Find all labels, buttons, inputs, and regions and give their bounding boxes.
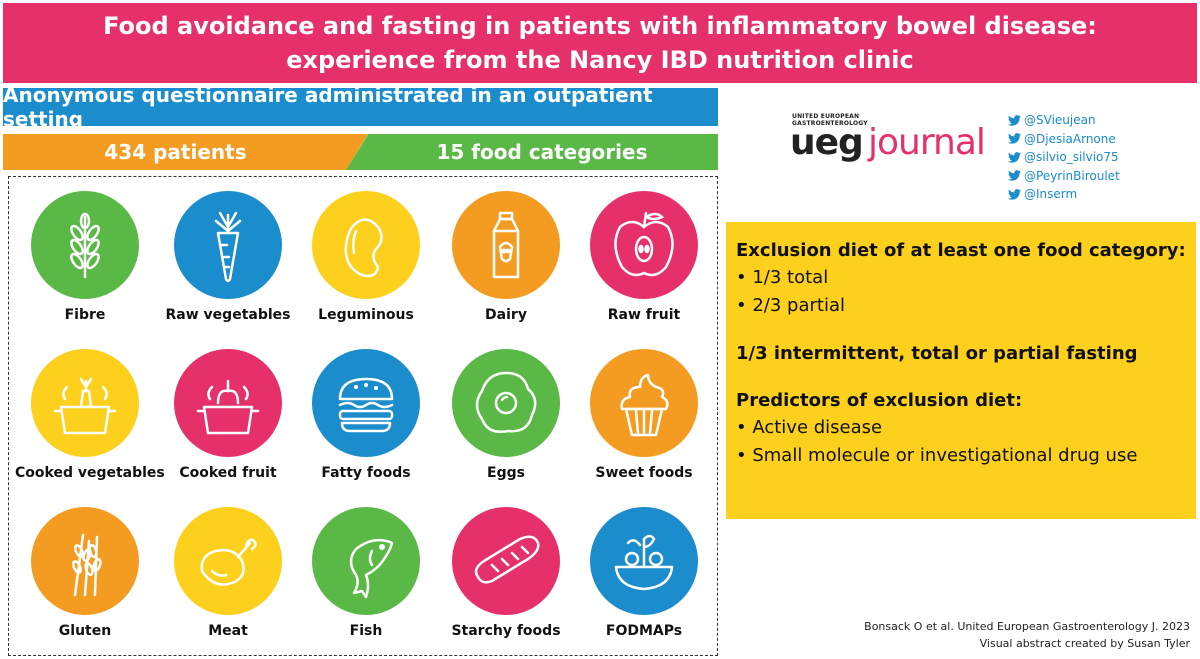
food-item-cooked-fruit: Cooked fruit bbox=[158, 349, 298, 481]
food-item-meat: Meat bbox=[158, 507, 298, 639]
finding-item: • Small molecule or investigational drug… bbox=[736, 445, 1138, 466]
food-item-dairy: Dairy bbox=[436, 191, 576, 323]
fruit-pot-icon bbox=[174, 349, 282, 457]
food-label: Eggs bbox=[487, 465, 525, 481]
food-item-fatty-foods: Fatty foods bbox=[296, 349, 436, 481]
finding-item: • 2/3 partial bbox=[736, 295, 845, 316]
food-label: Fish bbox=[349, 623, 383, 639]
food-item-eggs: Eggs bbox=[436, 349, 576, 481]
twitter-handle[interactable]: @silvio_silvio75 bbox=[1008, 148, 1120, 167]
twitter-icon bbox=[1008, 133, 1021, 144]
food-category-grid: Fibre Raw vegetables Leguminous bbox=[8, 176, 718, 656]
vegetable-pot-icon bbox=[31, 349, 139, 457]
categories-bar: 15 food categories bbox=[346, 134, 718, 170]
finding-item: • Active disease bbox=[736, 417, 883, 438]
food-item-raw-vegetables: Raw vegetables bbox=[158, 191, 298, 323]
title-line-2: experience from the Nancy IBD nutrition … bbox=[286, 46, 914, 74]
title-line-1: Food avoidance and fasting in patients w… bbox=[103, 12, 1097, 40]
food-item-starchy-foods: Starchy foods bbox=[436, 507, 576, 639]
salad-bowl-icon bbox=[590, 507, 698, 615]
fried-egg-icon bbox=[452, 349, 560, 457]
fish-icon bbox=[312, 507, 420, 615]
finding-heading: Predictors of exclusion diet: bbox=[736, 390, 1023, 411]
twitter-handle[interactable]: @SVieujean bbox=[1008, 111, 1120, 130]
food-label: Fatty foods bbox=[321, 465, 411, 481]
logo-ueg: ueg bbox=[790, 122, 864, 163]
burger-icon bbox=[312, 349, 420, 457]
twitter-icon bbox=[1008, 188, 1021, 200]
food-label: FODMAPs bbox=[605, 623, 683, 639]
finding-item: • 1/3 total bbox=[736, 267, 829, 288]
bread-icon bbox=[452, 507, 560, 615]
chicken-icon bbox=[174, 507, 282, 615]
wheat-icon bbox=[31, 191, 139, 299]
method-bar: Anonymous questionnaire administrated in… bbox=[3, 83, 718, 131]
twitter-handles: @SVieujean @DjesiaArnone @silvio_silvio7… bbox=[1008, 111, 1120, 204]
food-label: Fibre bbox=[64, 307, 106, 323]
food-item-fodmaps: FODMAPs bbox=[574, 507, 714, 639]
twitter-icon bbox=[1008, 114, 1021, 126]
ueg-journal-logo: UNITED EUROPEAN GASTROENTEROLOGY ueg jou… bbox=[790, 113, 1005, 163]
food-item-sweet-foods: Sweet foods bbox=[574, 349, 714, 481]
twitter-handle[interactable]: @Inserm bbox=[1008, 185, 1120, 204]
food-label: Raw vegetables bbox=[165, 307, 291, 323]
twitter-handle[interactable]: @DjesiaArnone bbox=[1008, 130, 1120, 149]
food-label: Gluten bbox=[58, 623, 112, 639]
title-banner: Food avoidance and fasting in patients w… bbox=[3, 3, 1197, 83]
food-item-cooked-vegetables: Cooked vegetables bbox=[15, 349, 165, 481]
food-label: Raw fruit bbox=[607, 307, 681, 323]
carrot-icon bbox=[174, 191, 282, 299]
milk-carton-icon bbox=[452, 191, 560, 299]
twitter-icon bbox=[1008, 151, 1021, 163]
key-findings-box: Exclusion diet of at least one food cate… bbox=[726, 222, 1196, 519]
twitter-icon bbox=[1008, 170, 1021, 181]
food-item-fish: Fish bbox=[296, 507, 436, 639]
apple-icon bbox=[590, 191, 698, 299]
logo-subtitle: UNITED EUROPEAN GASTROENTEROLOGY bbox=[792, 113, 868, 127]
food-label: Meat bbox=[208, 623, 248, 639]
author-credit: Visual abstract created by Susan Tyler bbox=[979, 637, 1190, 650]
credits: Bonsack O et al. United European Gastroe… bbox=[864, 618, 1190, 652]
wheat-ear-icon bbox=[31, 507, 139, 615]
food-item-leguminous: Leguminous bbox=[296, 191, 436, 323]
bean-icon bbox=[312, 191, 420, 299]
logo-journal: journal bbox=[868, 122, 986, 163]
food-label: Cooked fruit bbox=[179, 465, 277, 481]
food-item-gluten: Gluten bbox=[15, 507, 155, 639]
food-label: Dairy bbox=[485, 307, 527, 323]
food-label: Leguminous bbox=[318, 307, 414, 323]
food-label: Sweet foods bbox=[595, 465, 693, 481]
food-item-raw-fruit: Raw fruit bbox=[574, 191, 714, 323]
twitter-handle[interactable]: @PeyrinBiroulet bbox=[1008, 167, 1120, 186]
finding-heading: Exclusion diet of at least one food cate… bbox=[736, 240, 1186, 261]
food-label: Starchy foods bbox=[451, 623, 561, 639]
cupcake-icon bbox=[590, 349, 698, 457]
food-item-fibre: Fibre bbox=[15, 191, 155, 323]
food-label: Cooked vegetables bbox=[15, 465, 165, 481]
citation: Bonsack O et al. United European Gastroe… bbox=[864, 620, 1190, 633]
patients-bar: 434 patients bbox=[3, 134, 368, 170]
finding-heading: 1/3 intermittent, total or partial fasti… bbox=[736, 343, 1138, 364]
